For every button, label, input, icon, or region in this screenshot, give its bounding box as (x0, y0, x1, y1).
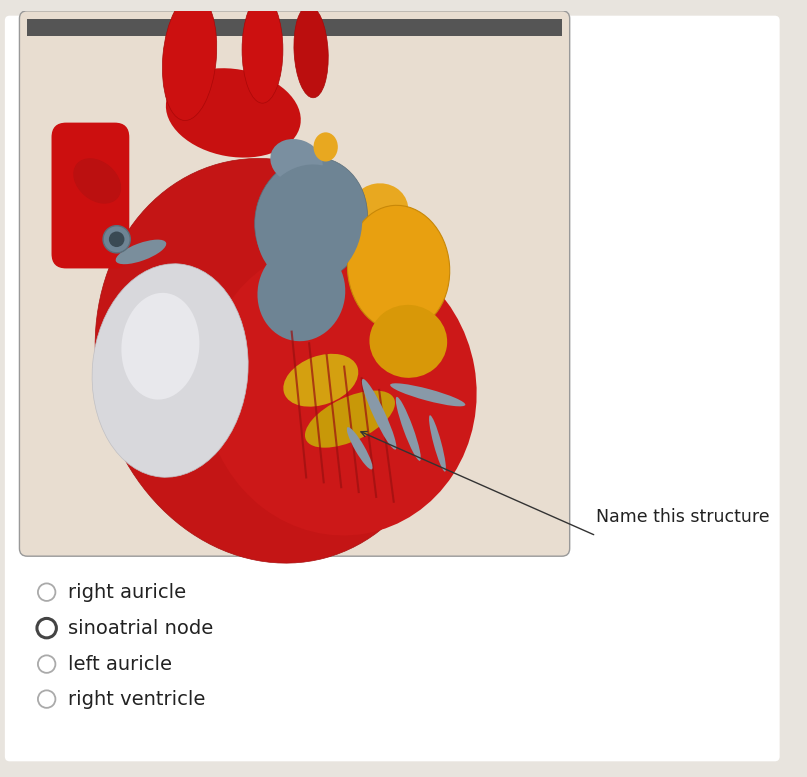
Ellipse shape (92, 263, 249, 477)
Text: sinoatrial node: sinoatrial node (68, 618, 213, 638)
Ellipse shape (347, 427, 373, 469)
Ellipse shape (204, 245, 477, 535)
Ellipse shape (350, 183, 408, 237)
Ellipse shape (115, 239, 166, 264)
Ellipse shape (395, 397, 420, 461)
Text: Name this structure: Name this structure (596, 508, 770, 526)
Ellipse shape (348, 205, 449, 332)
FancyBboxPatch shape (52, 123, 129, 268)
Ellipse shape (429, 415, 446, 472)
Text: right auricle: right auricle (68, 583, 186, 601)
Ellipse shape (255, 157, 367, 283)
Ellipse shape (256, 165, 362, 285)
Ellipse shape (95, 159, 449, 563)
Ellipse shape (270, 139, 323, 184)
Circle shape (109, 232, 124, 247)
Ellipse shape (390, 383, 466, 406)
Ellipse shape (166, 68, 301, 158)
Circle shape (103, 225, 130, 253)
Ellipse shape (242, 0, 283, 103)
Bar (27, 19, 562, 36)
Ellipse shape (283, 354, 358, 406)
Ellipse shape (162, 0, 217, 120)
Ellipse shape (257, 244, 345, 341)
Text: right ventricle: right ventricle (68, 690, 206, 709)
Ellipse shape (362, 379, 396, 450)
FancyBboxPatch shape (5, 16, 780, 761)
Ellipse shape (73, 159, 121, 204)
Ellipse shape (313, 132, 338, 162)
Ellipse shape (294, 5, 328, 98)
Ellipse shape (121, 293, 199, 399)
Text: left auricle: left auricle (68, 654, 172, 674)
Ellipse shape (370, 305, 447, 378)
FancyBboxPatch shape (19, 11, 570, 556)
Ellipse shape (305, 391, 395, 448)
